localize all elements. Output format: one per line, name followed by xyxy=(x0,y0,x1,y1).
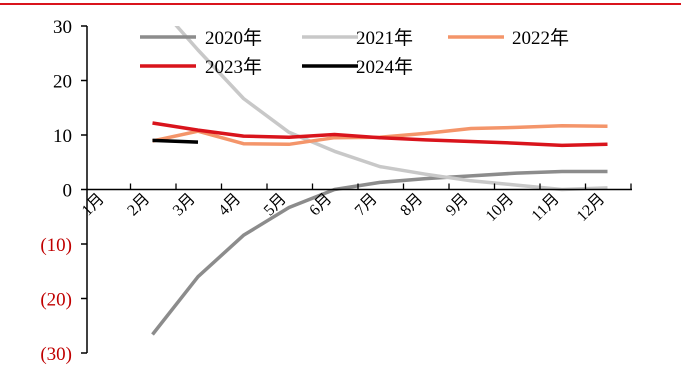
x-tick-label: 10月 xyxy=(483,190,518,225)
series-line-3 xyxy=(152,121,608,148)
x-tick-label: 8月 xyxy=(397,190,426,219)
x-tick-label: 9月 xyxy=(443,190,472,219)
y-tick-label: 20 xyxy=(53,72,72,93)
legend-item: 2022年 xyxy=(448,27,569,49)
series-layer xyxy=(151,26,608,336)
x-tick-label: 2月 xyxy=(124,190,153,219)
x-tick-label: 4月 xyxy=(215,190,244,219)
legend-label: 2021年 xyxy=(356,27,413,49)
legend-item: 2024年 xyxy=(302,56,413,78)
x-tick-label: 7月 xyxy=(352,190,381,219)
y-tick-label: (30) xyxy=(40,344,72,365)
legend-item: 2023年 xyxy=(140,56,262,78)
x-tick-label: 1月 xyxy=(79,190,108,219)
legend-item: 2021年 xyxy=(302,27,413,49)
series-line-4 xyxy=(152,138,199,144)
series-line-1 xyxy=(174,26,608,192)
series-line-2 xyxy=(152,123,608,147)
y-tick-label: 0 xyxy=(63,181,73,202)
legend-label: 2024年 xyxy=(356,56,413,78)
y-tick-label: 10 xyxy=(53,126,72,147)
y-tick-label: (20) xyxy=(40,290,72,311)
legend-item: 2020年 xyxy=(140,27,262,49)
y-tick-label: (10) xyxy=(40,235,72,256)
y-tick-label: 30 xyxy=(53,17,72,38)
x-tick-label: 5月 xyxy=(261,190,290,219)
legend-label: 2020年 xyxy=(205,27,262,49)
legend-label: 2023年 xyxy=(205,56,262,78)
x-tick-label: 12月 xyxy=(574,190,609,225)
legend: 2020年 2021年 2022年 2023年 2024年 xyxy=(140,27,569,78)
x-tick-label: 6月 xyxy=(306,190,335,219)
legend-label: 2022年 xyxy=(512,27,569,49)
series-line-0 xyxy=(151,169,608,336)
x-tick-label: 3月 xyxy=(170,190,199,219)
x-tick-label: 11月 xyxy=(529,190,563,224)
